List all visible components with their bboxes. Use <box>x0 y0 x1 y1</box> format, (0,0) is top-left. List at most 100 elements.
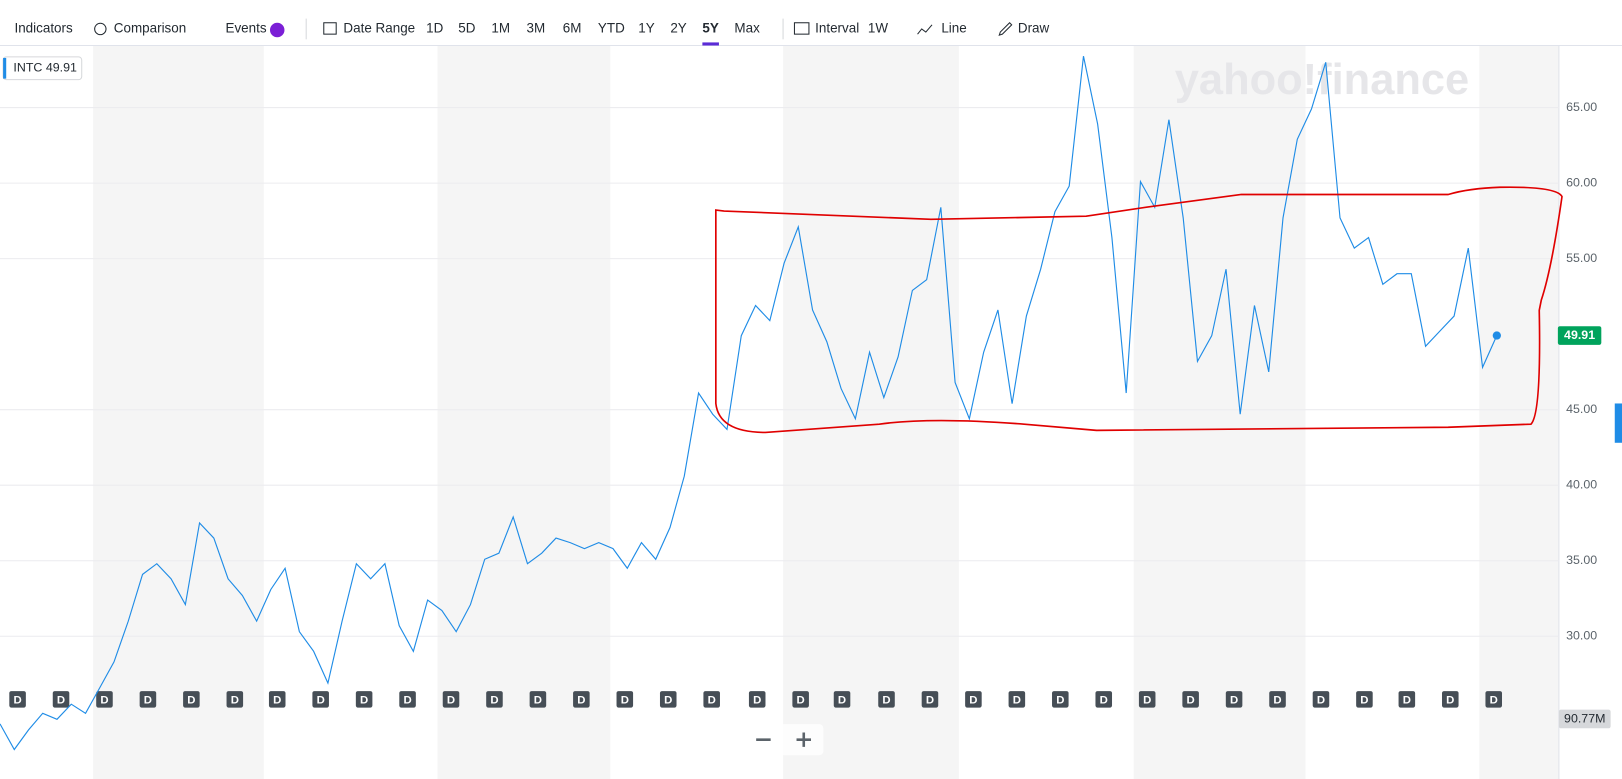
dividend-label: D <box>1317 694 1325 706</box>
toolbar-item[interactable]: 2Y <box>670 21 686 36</box>
dividend-label: D <box>926 694 934 706</box>
dividend-label: D <box>577 694 585 706</box>
icon <box>323 22 337 35</box>
legend-swatch <box>3 57 7 79</box>
dividend-label: D <box>144 694 152 706</box>
dividend-icon <box>833 691 851 708</box>
side-tab[interactable] <box>1614 403 1622 443</box>
dividend-label: D <box>1100 694 1108 706</box>
dividend-label: D <box>13 694 21 706</box>
dividend-label: D <box>797 694 805 706</box>
toolbar-item[interactable]: Date Range <box>343 21 415 36</box>
toolbar-item[interactable]: Interval <box>815 21 859 36</box>
dividend-label: D <box>1360 694 1368 706</box>
dividend-icon <box>1269 691 1286 708</box>
dividend-icon <box>1008 691 1026 708</box>
dividend-label: D <box>57 694 65 706</box>
toolbar: Indicators Comparison Events Date Range 1D 5D… <box>14 18 1050 46</box>
dividend-label: D <box>1273 694 1281 706</box>
toolbar-item[interactable]: YTD <box>598 21 625 36</box>
band <box>437 45 611 779</box>
zoom-controls[interactable] <box>744 724 824 756</box>
dividend-icon <box>1442 691 1459 708</box>
toolbar-item[interactable]: 1Y <box>638 21 654 36</box>
watermark: yahoo!finance <box>1175 56 1469 104</box>
toolbar-item[interactable]: 6M <box>563 21 582 36</box>
dividend-label: D <box>753 694 761 706</box>
toolbar-item[interactable]: 1M <box>491 21 510 36</box>
y-tick-label: 55.00 <box>1566 251 1597 265</box>
dividend-label: D <box>187 694 195 706</box>
dividend-icon <box>1312 691 1330 708</box>
grid: 30.00 35.00 40.00 45.00 55.00 60.00 65.00 <box>0 100 1597 643</box>
volume-badge <box>1558 709 1611 729</box>
y-tick-label: 35.00 <box>1566 553 1597 567</box>
premium-badge <box>269 22 285 38</box>
toolbar-item[interactable]: Events <box>226 21 267 36</box>
plot: 49.91 <box>0 56 1602 751</box>
icon <box>998 22 1013 36</box>
dividend-icon <box>52 691 70 708</box>
toolbar-item[interactable]: 1W <box>868 21 888 36</box>
toolbar-item[interactable]: Max <box>734 21 760 36</box>
dividend-icon <box>573 691 590 708</box>
dividend-icon <box>921 691 939 708</box>
y-tick-label: 45.00 <box>1566 402 1597 416</box>
toolbar-item[interactable]: 3M <box>527 21 546 36</box>
toolbar-item[interactable]: Comparison <box>114 21 186 36</box>
last-price-label: 49.91 <box>1564 328 1595 342</box>
last-point <box>1492 331 1501 340</box>
dividend-label: D <box>1013 694 1021 706</box>
dividend-icon <box>878 691 895 708</box>
volume-label: 90.77M <box>1564 711 1605 725</box>
dividend-icon <box>9 691 26 708</box>
dividend-label: D <box>1490 694 1498 706</box>
dividend-icon <box>529 691 547 708</box>
dividend-label: D <box>1446 694 1454 706</box>
dividend-icon <box>312 691 329 708</box>
dividend-icon <box>965 691 982 708</box>
dividend-icon <box>442 691 460 708</box>
dividend-label: D <box>1143 694 1151 706</box>
dividend-label: D <box>882 694 890 706</box>
legend-label: INTC 49.91 <box>13 61 77 75</box>
dividend-icon <box>1356 691 1373 708</box>
dividend-icon <box>139 691 157 708</box>
y-tick-label: 65.00 <box>1566 100 1597 114</box>
dividend-label: D <box>969 694 977 706</box>
dividend-icon <box>355 691 373 708</box>
dividend-icon <box>1398 691 1416 708</box>
dividend-icon <box>96 691 113 708</box>
icon <box>793 22 810 35</box>
y-tick-label: 40.00 <box>1566 477 1597 491</box>
dividend-label: D <box>403 694 411 706</box>
dividend-label: D <box>231 694 239 706</box>
dividend-icon <box>399 691 416 708</box>
dividend-icon <box>183 691 200 708</box>
band <box>93 45 264 779</box>
toolbar-item[interactable]: Draw <box>1018 21 1050 36</box>
toolbar-item[interactable]: 5Y <box>702 21 718 36</box>
toolbar-item[interactable]: 1D <box>426 21 443 36</box>
dividend-icon <box>226 691 244 708</box>
toolbar-item[interactable]: Indicators <box>14 21 73 36</box>
dividend-label: D <box>317 694 325 706</box>
dividend-label: D <box>100 694 108 706</box>
dividend-icon <box>1182 691 1199 708</box>
dividend-icon <box>616 691 634 708</box>
zoom-icons <box>756 732 811 747</box>
dividend-icon <box>1485 691 1503 708</box>
dividend-icon <box>792 691 809 708</box>
dividend-label: D <box>273 694 281 706</box>
band <box>1133 45 1306 779</box>
dividend-icon <box>268 691 286 708</box>
period-bands <box>93 45 1559 779</box>
toolbar-item[interactable]: 5D <box>458 21 475 36</box>
dividend-icon <box>1052 691 1069 708</box>
dividend-icon <box>1095 691 1113 708</box>
icon <box>94 22 107 36</box>
dividend-icon <box>1138 691 1156 708</box>
toolbar-item[interactable]: Line <box>941 21 966 36</box>
